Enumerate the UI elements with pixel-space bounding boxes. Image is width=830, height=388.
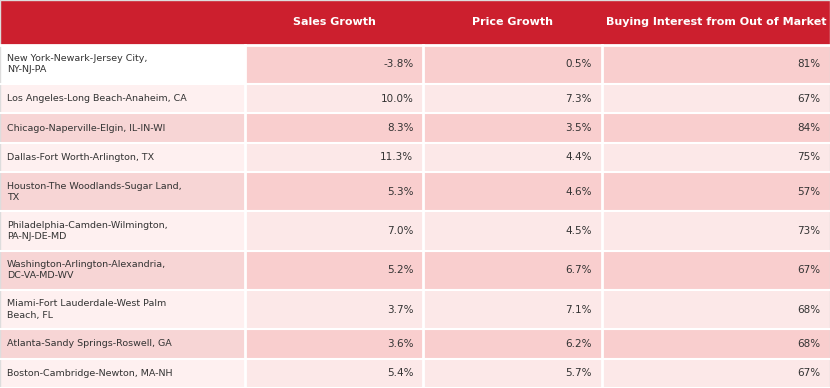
Bar: [423, 45, 602, 84]
Bar: [0, 0, 245, 45]
Bar: [245, 251, 423, 290]
Text: Los Angeles-Long Beach-Anaheim, CA: Los Angeles-Long Beach-Anaheim, CA: [7, 94, 187, 103]
Text: 67%: 67%: [797, 368, 820, 378]
Text: 68%: 68%: [797, 305, 820, 315]
Bar: [602, 84, 830, 113]
Bar: [602, 172, 830, 211]
Text: Dallas-Fort Worth-Arlington, TX: Dallas-Fort Worth-Arlington, TX: [7, 153, 154, 162]
Bar: [602, 45, 830, 84]
Text: Houston-The Woodlands-Sugar Land,
TX: Houston-The Woodlands-Sugar Land, TX: [7, 182, 181, 202]
Bar: [423, 113, 602, 143]
Text: Philadelphia-Camden-Wilmington,
PA-NJ-DE-MD: Philadelphia-Camden-Wilmington, PA-NJ-DE…: [7, 221, 168, 241]
Text: 67%: 67%: [797, 265, 820, 275]
Bar: [245, 290, 423, 329]
Text: 5.3%: 5.3%: [387, 187, 413, 197]
Text: 6.2%: 6.2%: [565, 339, 592, 349]
Bar: [0, 329, 245, 359]
Bar: [423, 84, 602, 113]
Bar: [245, 84, 423, 113]
Bar: [423, 290, 602, 329]
Bar: [0, 359, 245, 388]
Bar: [423, 143, 602, 172]
Bar: [245, 359, 423, 388]
Bar: [245, 211, 423, 251]
Text: 7.3%: 7.3%: [565, 94, 592, 104]
Text: 3.7%: 3.7%: [387, 305, 413, 315]
Text: Atlanta-Sandy Springs-Roswell, GA: Atlanta-Sandy Springs-Roswell, GA: [7, 340, 171, 348]
Bar: [602, 329, 830, 359]
Text: 11.3%: 11.3%: [380, 152, 413, 163]
Text: Washington-Arlington-Alexandria,
DC-VA-MD-WV: Washington-Arlington-Alexandria, DC-VA-M…: [7, 260, 166, 280]
Text: Buying Interest from Out of Market: Buying Interest from Out of Market: [606, 17, 826, 27]
Text: 75%: 75%: [797, 152, 820, 163]
Text: 8.3%: 8.3%: [387, 123, 413, 133]
Text: 67%: 67%: [797, 94, 820, 104]
Bar: [245, 329, 423, 359]
Bar: [423, 211, 602, 251]
Bar: [602, 290, 830, 329]
Text: Boston-Cambridge-Newton, MA-NH: Boston-Cambridge-Newton, MA-NH: [7, 369, 172, 378]
Bar: [602, 0, 830, 45]
Bar: [423, 359, 602, 388]
Bar: [245, 113, 423, 143]
Text: 4.6%: 4.6%: [565, 187, 592, 197]
Bar: [0, 211, 245, 251]
Bar: [602, 251, 830, 290]
Text: 0.5%: 0.5%: [565, 59, 592, 69]
Bar: [0, 290, 245, 329]
Bar: [423, 251, 602, 290]
Bar: [423, 329, 602, 359]
Text: 3.6%: 3.6%: [387, 339, 413, 349]
Text: Sales Growth: Sales Growth: [293, 17, 375, 27]
Bar: [602, 143, 830, 172]
Text: 68%: 68%: [797, 339, 820, 349]
Bar: [245, 45, 423, 84]
Bar: [245, 143, 423, 172]
Bar: [423, 0, 602, 45]
Bar: [0, 45, 245, 84]
Bar: [423, 172, 602, 211]
Text: Price Growth: Price Growth: [472, 17, 553, 27]
Text: 7.1%: 7.1%: [565, 305, 592, 315]
Bar: [602, 211, 830, 251]
Bar: [0, 84, 245, 113]
Bar: [0, 143, 245, 172]
Bar: [245, 172, 423, 211]
Text: 4.4%: 4.4%: [565, 152, 592, 163]
Text: 6.7%: 6.7%: [565, 265, 592, 275]
Text: 10.0%: 10.0%: [380, 94, 413, 104]
Text: 5.4%: 5.4%: [387, 368, 413, 378]
Text: 5.7%: 5.7%: [565, 368, 592, 378]
Text: Chicago-Naperville-Elgin, IL-IN-WI: Chicago-Naperville-Elgin, IL-IN-WI: [7, 123, 165, 133]
Bar: [0, 251, 245, 290]
Bar: [0, 113, 245, 143]
Text: 73%: 73%: [797, 226, 820, 236]
Bar: [602, 359, 830, 388]
Text: 5.2%: 5.2%: [387, 265, 413, 275]
Text: -3.8%: -3.8%: [383, 59, 413, 69]
Bar: [0, 172, 245, 211]
Text: 84%: 84%: [797, 123, 820, 133]
Text: Miami-Fort Lauderdale-West Palm
Beach, FL: Miami-Fort Lauderdale-West Palm Beach, F…: [7, 300, 166, 320]
Text: 4.5%: 4.5%: [565, 226, 592, 236]
Text: 3.5%: 3.5%: [565, 123, 592, 133]
Bar: [245, 0, 423, 45]
Text: New York-Newark-Jersey City,
NY-NJ-PA: New York-Newark-Jersey City, NY-NJ-PA: [7, 54, 147, 74]
Text: 81%: 81%: [797, 59, 820, 69]
Text: 7.0%: 7.0%: [387, 226, 413, 236]
Text: 57%: 57%: [797, 187, 820, 197]
Bar: [602, 113, 830, 143]
